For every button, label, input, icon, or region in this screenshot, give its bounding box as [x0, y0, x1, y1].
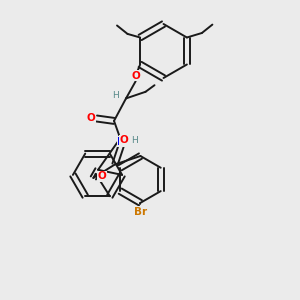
Text: H: H [112, 92, 119, 100]
Text: O: O [87, 113, 96, 124]
Text: N: N [117, 137, 126, 147]
Text: O: O [120, 135, 128, 146]
Text: O: O [131, 71, 140, 81]
Text: H: H [131, 136, 137, 145]
Text: O: O [98, 171, 107, 181]
Text: Br: Br [134, 207, 147, 217]
